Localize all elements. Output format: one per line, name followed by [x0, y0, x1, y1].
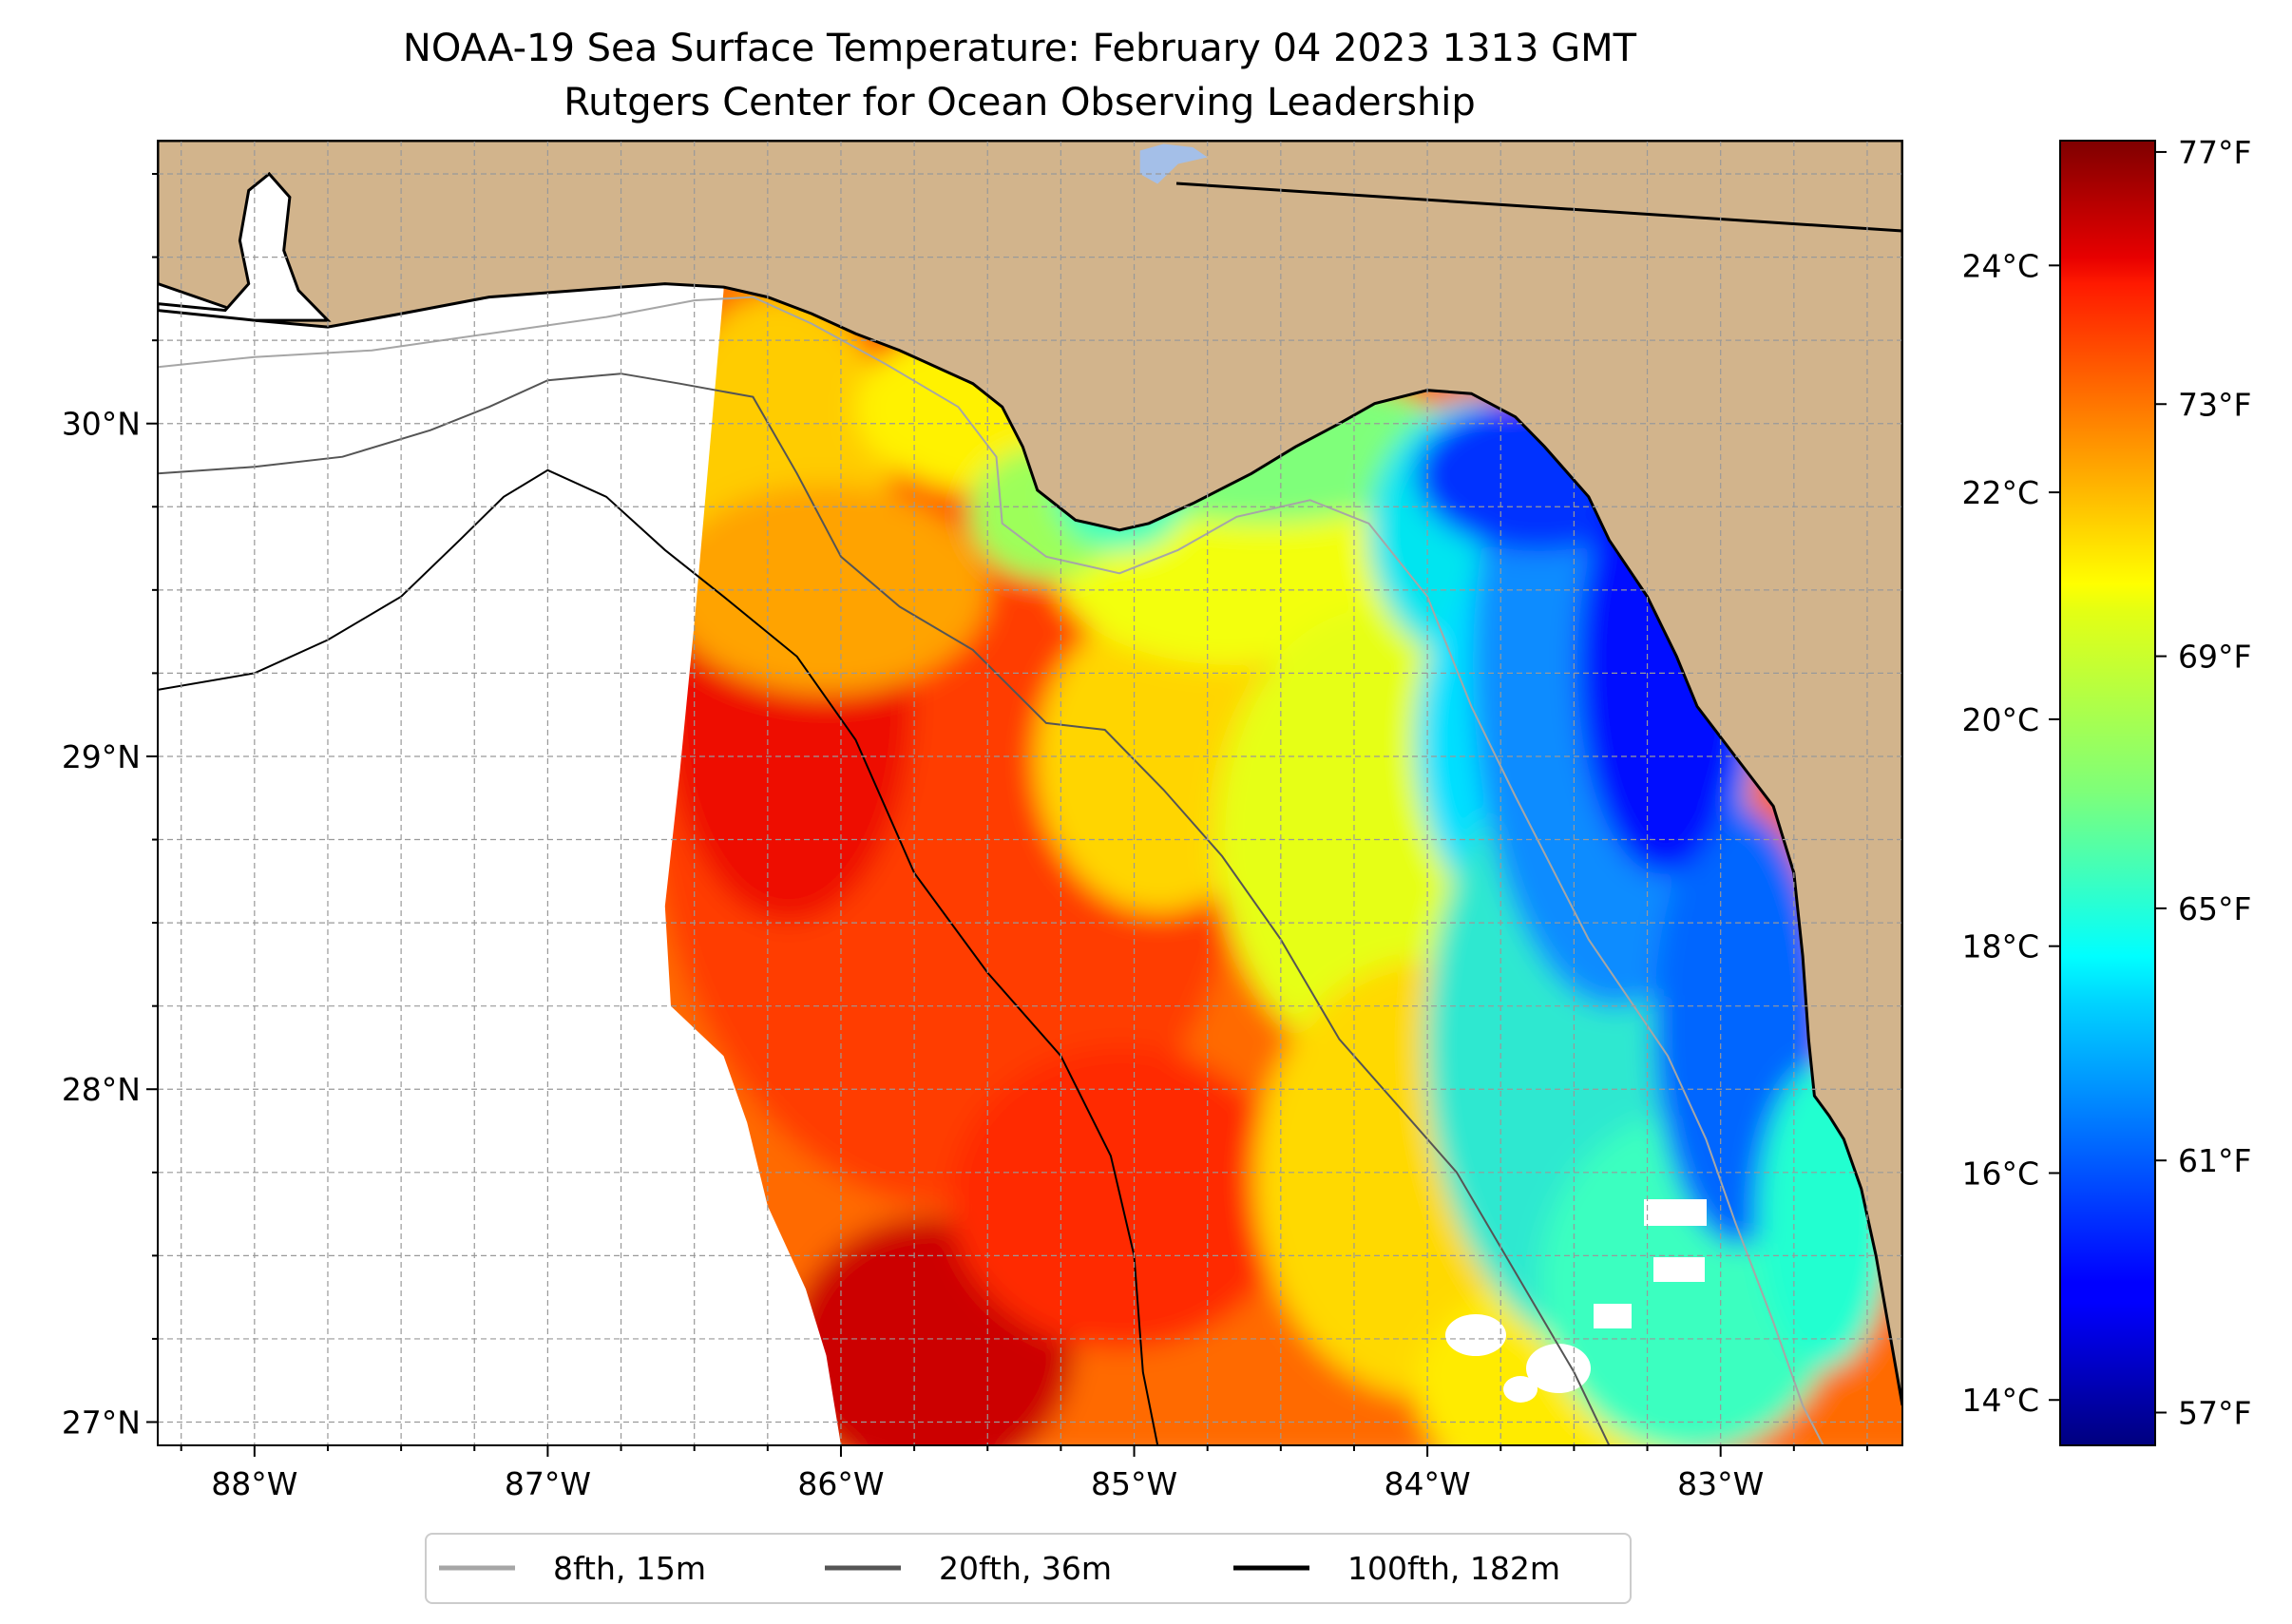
lat-tick-label: 28°N [62, 1071, 141, 1108]
colorbar-celsius-axis: 14°C 16°C 18°C 20°C 22°C 24°C [1961, 247, 2060, 1419]
colorbar-gradient [2059, 140, 2156, 1446]
lat-tick-label: 27°N [62, 1404, 141, 1441]
legend: 8fth, 15m 20fth, 36m 100fth, 182m [425, 1533, 1632, 1604]
legend-label: 20fth, 36m [939, 1550, 1112, 1587]
land-mass [158, 141, 1902, 1406]
lon-tick-label: 84°W [1385, 1465, 1471, 1502]
legend-label: 8fth, 15m [553, 1550, 706, 1587]
isobath-20fth [158, 373, 1611, 1445]
mobile-bay [158, 171, 332, 322]
fahrenheit-tick-label: 61°F [2178, 1142, 2251, 1179]
isobath-100fth [158, 468, 1159, 1445]
colorbar-fahrenheit-axis: 57°F 61°F 65°F 69°F 73°F 77°F [2155, 134, 2251, 1432]
celsius-tick-label: 24°C [1961, 247, 2039, 284]
celsius-tick-label: 18°C [1961, 928, 2039, 965]
colorbar: 14°C 16°C 18°C 20°C 22°C 24°C 57°F 61°F 65°F 69°… [1961, 134, 2251, 1446]
map-panel [158, 141, 1902, 1445]
celsius-tick-label: 20°C [1961, 701, 2039, 738]
fahrenheit-tick-label: 57°F [2178, 1395, 2251, 1432]
map-title: NOAA-19 Sea Surface Temperature: Februar… [403, 27, 1637, 70]
celsius-tick-label: 16°C [1961, 1155, 2039, 1192]
legend-frame [425, 1533, 1632, 1604]
lon-tick-label: 86°W [797, 1465, 884, 1502]
map-subtitle: Rutgers Center for Ocean Observing Leade… [563, 81, 1476, 124]
state-border [1175, 182, 1902, 233]
map-grid [158, 141, 1902, 1445]
longitude-axis: 88°W 87°W 86°W 85°W 84°W 83°W [180, 1445, 1868, 1502]
celsius-tick-label: 22°C [1961, 474, 2039, 511]
fahrenheit-tick-label: 77°F [2178, 134, 2251, 171]
lat-tick-label: 30°N [62, 406, 141, 443]
fahrenheit-tick-label: 73°F [2178, 386, 2251, 423]
lon-tick-label: 83°W [1677, 1465, 1764, 1502]
lon-tick-label: 85°W [1091, 1465, 1177, 1502]
lat-tick-label: 29°N [62, 738, 141, 775]
latitude-axis: 30°N 29°N 28°N 27°N [62, 173, 158, 1441]
fahrenheit-tick-label: 65°F [2178, 890, 2251, 927]
fahrenheit-tick-label: 69°F [2178, 639, 2251, 676]
legend-label: 100fth, 182m [1347, 1550, 1560, 1587]
celsius-tick-label: 14°C [1961, 1382, 2039, 1419]
isobath-8fth [158, 296, 1824, 1445]
map-frame [157, 140, 1903, 1446]
lon-tick-label: 87°W [505, 1465, 591, 1502]
lon-tick-label: 88°W [211, 1465, 297, 1502]
